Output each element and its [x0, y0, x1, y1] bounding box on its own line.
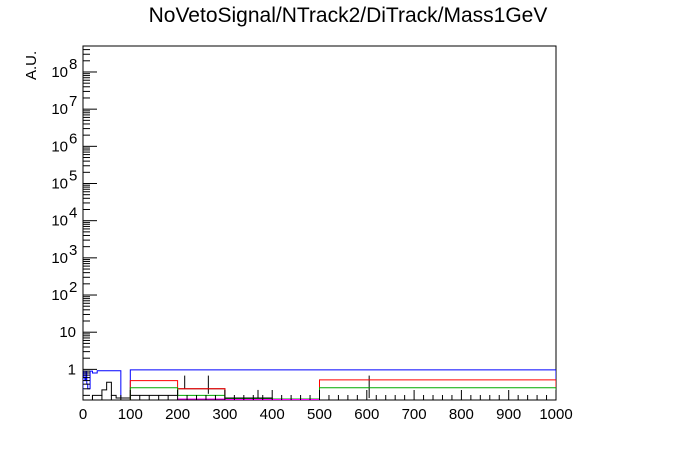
y-tick-label: 10	[51, 213, 68, 230]
y-tick-label: 10	[51, 250, 68, 267]
y-tick-label: 10	[51, 176, 68, 193]
y-axis-title: A.U.	[23, 51, 40, 80]
x-tick-label: 600	[354, 406, 379, 423]
y-tick-label: 10	[51, 287, 68, 304]
x-tick-label: 200	[165, 406, 190, 423]
y-tick-exponent: 6	[69, 130, 77, 147]
y-tick-exponent: 7	[69, 93, 77, 110]
plot-frame	[82, 45, 557, 401]
x-tick-label: 400	[260, 406, 285, 423]
histogram-series-1	[91, 381, 320, 400]
y-tick-label: 10	[59, 324, 76, 341]
x-tick-label: 500	[307, 406, 332, 423]
x-tick-label: 0	[79, 406, 87, 423]
x-tick-label: 800	[449, 406, 474, 423]
x-tick-label: 1000	[539, 406, 572, 423]
x-tick-label: 700	[402, 406, 427, 423]
histogram-series-2	[129, 379, 556, 400]
y-tick-label: 10	[51, 64, 68, 81]
x-tick-label: 100	[118, 406, 143, 423]
chart-title: NoVetoSignal/NTrack2/DiTrack/Mass1GeV	[148, 4, 548, 27]
y-tick-label: 1	[68, 361, 76, 378]
y-tick-exponent: 3	[69, 242, 77, 259]
y-tick-exponent: 5	[69, 168, 77, 185]
y-tick-exponent: 2	[69, 279, 77, 296]
y-tick-label: 10	[51, 138, 68, 155]
x-tick-label: 900	[496, 406, 521, 423]
histogram-series-3	[129, 387, 556, 400]
y-tick-label: 10	[51, 101, 68, 118]
y-tick-exponent: 4	[69, 205, 77, 222]
x-tick-label: 300	[212, 406, 237, 423]
y-tick-exponent: 8	[69, 56, 77, 73]
